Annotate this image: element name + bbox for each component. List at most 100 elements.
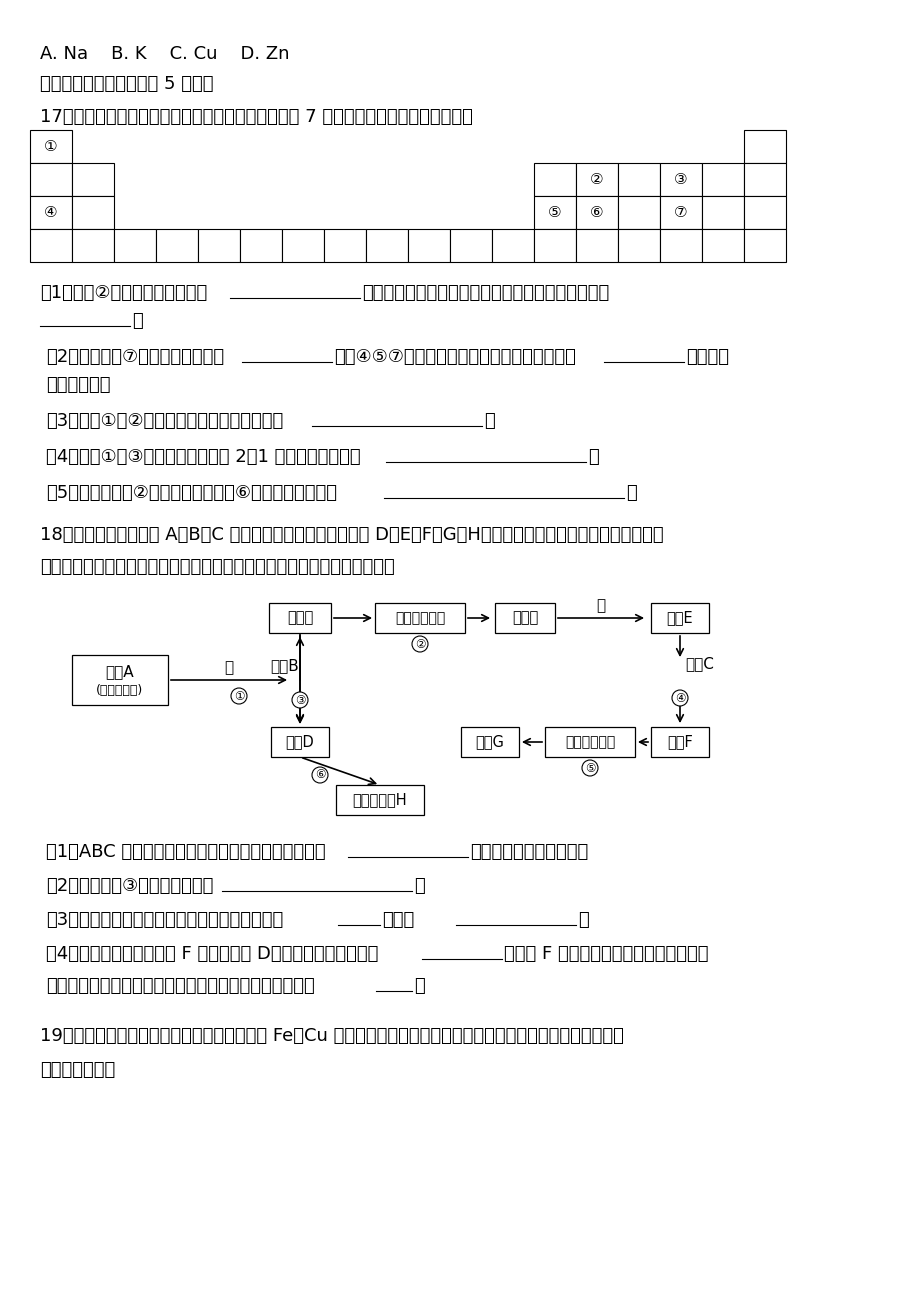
- Text: ，物质 F 同价态阳离子的碳酸盐在隔绝空: ，物质 F 同价态阳离子的碳酸盐在隔绝空: [504, 945, 708, 963]
- Bar: [492, 229, 533, 262]
- Bar: [282, 229, 323, 262]
- Bar: [30, 130, 72, 163]
- Bar: [743, 130, 785, 163]
- Text: （1）元素②在周期表中的位置为: （1）元素②在周期表中的位置为: [40, 284, 207, 302]
- Text: 19、某校化学研究性学习小组欲设计实验验证 Fe、Cu 的金属活动性，他们提出了以下两种方案。请你帮助他们完成: 19、某校化学研究性学习小组欲设计实验验证 Fe、Cu 的金属活动性，他们提出了…: [40, 1027, 623, 1046]
- Bar: [114, 229, 156, 262]
- Bar: [533, 229, 575, 262]
- Bar: [743, 229, 785, 262]
- Bar: [651, 603, 709, 633]
- Text: 。: 。: [587, 448, 598, 466]
- Bar: [743, 163, 785, 197]
- Text: 红褐色沉淀H: 红褐色沉淀H: [352, 793, 407, 807]
- Bar: [30, 229, 72, 262]
- Text: 金属B: 金属B: [269, 659, 299, 673]
- Bar: [72, 163, 114, 197]
- Text: 反应的产物和反应的条件没有全部标出）。请根据以上信息回答下列问题：: 反应的产物和反应的条件没有全部标出）。请根据以上信息回答下列问题：: [40, 559, 394, 575]
- Circle shape: [671, 690, 687, 706]
- Text: ；: ；: [414, 976, 425, 995]
- Bar: [268, 603, 331, 633]
- Circle shape: [231, 687, 246, 704]
- Bar: [271, 727, 329, 756]
- Text: 物质F: 物质F: [666, 734, 692, 750]
- Circle shape: [312, 767, 328, 783]
- Text: ①: ①: [44, 139, 58, 154]
- Text: ③: ③: [294, 694, 305, 707]
- Bar: [72, 655, 168, 704]
- Text: 。: 。: [414, 878, 425, 894]
- Text: （2）画出元素⑦的原子结构示意图: （2）画出元素⑦的原子结构示意图: [46, 348, 224, 366]
- Bar: [659, 163, 701, 197]
- Text: 气体甲: 气体甲: [287, 611, 312, 625]
- Text: 水: 水: [224, 660, 233, 676]
- Text: 黄绿色气体乙: 黄绿色气体乙: [394, 611, 445, 625]
- Circle shape: [582, 760, 597, 776]
- Text: （用离子: （用离子: [686, 348, 728, 366]
- Bar: [701, 197, 743, 229]
- Text: 17、下表为元素周期表中的一部分，根据表中列出的 7 种元素，按要求回答下列问题：: 17、下表为元素周期表中的一部分，根据表中列出的 7 种元素，按要求回答下列问题…: [40, 108, 472, 126]
- Text: 。: 。: [131, 312, 142, 329]
- Text: 。: 。: [577, 911, 588, 930]
- Circle shape: [412, 635, 427, 652]
- Text: ⑥: ⑥: [590, 204, 603, 220]
- Bar: [533, 163, 575, 197]
- Text: （5）写出由元素②的单质置换出元素⑥的单质化学方程式: （5）写出由元素②的单质置换出元素⑥的单质化学方程式: [46, 484, 336, 503]
- Bar: [460, 727, 518, 756]
- Text: A. Na    B. K    C. Cu    D. Zn: A. Na B. K C. Cu D. Zn: [40, 46, 289, 62]
- Bar: [198, 229, 240, 262]
- Bar: [72, 197, 114, 229]
- Bar: [651, 727, 709, 756]
- Bar: [449, 229, 492, 262]
- Text: ；在④⑤⑦三种元素中，简单离子半径最大的是: ；在④⑤⑦三种元素中，简单离子半径最大的是: [334, 348, 575, 366]
- Text: ②: ②: [590, 172, 603, 187]
- Text: ；（用具体化学式表示）: ；（用具体化学式表示）: [470, 842, 587, 861]
- Bar: [544, 727, 634, 756]
- Text: 有关实验项目。: 有关实验项目。: [40, 1061, 115, 1079]
- Text: 。: 。: [625, 484, 636, 503]
- Bar: [323, 229, 366, 262]
- Text: （2）写出反应③的离子方程式：: （2）写出反应③的离子方程式：: [46, 878, 213, 894]
- Bar: [575, 197, 618, 229]
- Text: 气体丙: 气体丙: [511, 611, 538, 625]
- Circle shape: [291, 691, 308, 708]
- Bar: [659, 229, 701, 262]
- Bar: [30, 197, 72, 229]
- Text: 符号表示）。: 符号表示）。: [46, 376, 110, 395]
- Text: ⑥: ⑥: [314, 768, 325, 781]
- Bar: [375, 603, 464, 633]
- Bar: [701, 229, 743, 262]
- Bar: [618, 229, 659, 262]
- Bar: [618, 197, 659, 229]
- Bar: [575, 163, 618, 197]
- Text: （4）向烧杯中装有的物质 F 中加入物质 D，可以看到的现象是：: （4）向烧杯中装有的物质 F 中加入物质 D，可以看到的现象是：: [46, 945, 378, 963]
- Text: ①: ①: [233, 690, 244, 703]
- Bar: [30, 163, 72, 197]
- Bar: [701, 163, 743, 197]
- Text: ④: ④: [674, 691, 685, 704]
- Text: ⑤: ⑤: [584, 762, 595, 775]
- Text: （3）元素①与②形成最简单的有机物的结构式: （3）元素①与②形成最简单的有机物的结构式: [46, 411, 283, 430]
- Text: ③: ③: [674, 172, 687, 187]
- Text: （3）实验室制取乙气体时，先将气体生成物通过: （3）实验室制取乙气体时，先将气体生成物通过: [46, 911, 283, 930]
- Text: ②: ②: [414, 638, 425, 651]
- Bar: [407, 229, 449, 262]
- Text: 黄绿色气体乙: 黄绿色气体乙: [564, 736, 615, 749]
- Bar: [494, 603, 554, 633]
- Text: 二、非选择题（本题包括 5 小题）: 二、非选择题（本题包括 5 小题）: [40, 76, 213, 92]
- Bar: [240, 229, 282, 262]
- Text: ⑦: ⑦: [674, 204, 687, 220]
- Text: 物质D: 物质D: [285, 734, 314, 750]
- Text: 水: 水: [596, 599, 605, 613]
- Text: （1）ABC 三种金属的还原性强弱由强到弱的顺序是：: （1）ABC 三种金属的还原性强弱由强到弱的顺序是：: [46, 842, 325, 861]
- Bar: [618, 163, 659, 197]
- Bar: [335, 785, 424, 815]
- Text: ④: ④: [44, 204, 58, 220]
- Text: ，其多种核素中作为相对原子质量标准的核素符号为: ，其多种核素中作为相对原子质量标准的核素符号为: [361, 284, 608, 302]
- Bar: [366, 229, 407, 262]
- Text: 金属A: 金属A: [106, 664, 134, 680]
- Text: 18、现有常见金属单质 A、B、C 和常见气体甲、乙、丙及物质 D、E、F、G、H，它们之间能发生如下反应（图中有些: 18、现有常见金属单质 A、B、C 和常见气体甲、乙、丙及物质 D、E、F、G、…: [40, 526, 663, 544]
- Text: 金属C: 金属C: [685, 656, 713, 672]
- Text: （4）元素①与③组成原子个数比为 2：1 的化合物的电子式: （4）元素①与③组成原子个数比为 2：1 的化合物的电子式: [46, 448, 360, 466]
- Text: 物质E: 物质E: [666, 611, 693, 625]
- Bar: [659, 197, 701, 229]
